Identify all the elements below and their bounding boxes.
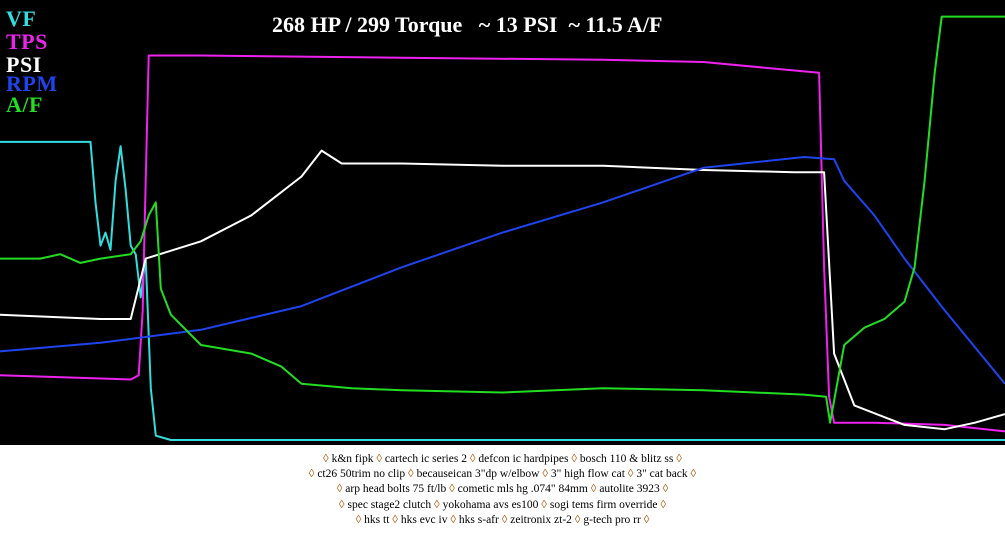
dyno-plot-area: VF TPS PSI RPM A/F 268 HP / 299 Torque ~… xyxy=(0,0,1005,445)
mod-line: ◊ k&n fipk ◊ cartech ic series 2 ◊ defco… xyxy=(0,452,1005,467)
mod-item: ct26 50trim no clip xyxy=(317,468,406,481)
diamond-icon: ◊ xyxy=(333,483,346,496)
diamond-icon: ◊ xyxy=(446,483,458,496)
mod-item: bosch 110 & blitz ss xyxy=(579,453,674,465)
mod-item: k&n fipk xyxy=(331,453,374,465)
diamond-icon: ◊ xyxy=(538,498,550,511)
diamond-icon: ◊ xyxy=(539,468,551,481)
diamond-icon: ◊ xyxy=(447,513,459,526)
mod-line: ◊ hks tt ◊ hks evc iv ◊ hks s-afr ◊ zeit… xyxy=(0,513,1005,528)
mod-item: hks s-afr xyxy=(458,513,499,526)
diamond-icon: ◊ xyxy=(352,513,365,526)
diamond-icon: ◊ xyxy=(336,498,348,511)
mod-item: spec stage2 clutch xyxy=(347,498,432,511)
mod-item: yokohama avs es100 xyxy=(442,498,539,511)
mod-item: hks evc iv xyxy=(400,513,448,526)
diamond-icon: ◊ xyxy=(571,513,584,526)
diamond-icon: ◊ xyxy=(320,453,332,465)
mod-item: zeitronix zt-2 xyxy=(510,513,572,526)
mod-item: cartech ic series 2 xyxy=(384,453,467,465)
mod-line: ◊ arp head bolts 75 ft/lb ◊ cometic mls … xyxy=(0,482,1005,497)
series-line-af xyxy=(0,15,1005,424)
legend-af: A/F xyxy=(6,92,43,117)
diamond-icon: ◊ xyxy=(673,453,685,465)
diamond-icon: ◊ xyxy=(568,453,580,465)
diamond-icon: ◊ xyxy=(687,468,700,481)
diamond-icon: ◊ xyxy=(466,453,479,465)
legend-rpm: RPM xyxy=(6,71,58,96)
mod-item: autolite 3923 xyxy=(599,483,660,496)
legend-tps: TPS xyxy=(6,29,48,54)
mod-item: hks tt xyxy=(364,513,390,526)
diamond-icon: ◊ xyxy=(305,468,318,481)
legend-psi: PSI xyxy=(6,52,42,77)
diamond-icon: ◊ xyxy=(431,498,443,511)
series-line-rpm xyxy=(0,156,1005,385)
diamond-icon: ◊ xyxy=(587,483,600,496)
diamond-icon: ◊ xyxy=(657,498,669,511)
diamond-icon: ◊ xyxy=(498,513,511,526)
diamond-icon: ◊ xyxy=(624,468,637,481)
mod-item: cometic mls hg .074" 84mm xyxy=(457,483,588,496)
diamond-icon: ◊ xyxy=(389,513,401,526)
dyno-chart xyxy=(0,15,1005,441)
mods-list: ◊ k&n fipk ◊ cartech ic series 2 ◊ defco… xyxy=(0,452,1005,528)
mod-item: becauseican 3"dp w/elbow xyxy=(416,468,540,481)
series-line-tps xyxy=(0,54,1005,433)
diamond-icon: ◊ xyxy=(640,513,653,526)
mod-item: 3" high flow cat xyxy=(550,468,625,481)
mod-item: sogi tems firm override xyxy=(549,498,658,511)
mod-item: defcon ic hardpipes xyxy=(478,453,569,465)
diamond-icon: ◊ xyxy=(405,468,417,481)
mod-item: 3" cat back xyxy=(636,468,688,481)
mod-line: ◊ spec stage2 clutch ◊ yokohama avs es10… xyxy=(0,498,1005,513)
mod-item: arp head bolts 75 ft/lb xyxy=(345,483,447,496)
series-line-psi xyxy=(0,149,1005,431)
mod-item: g-tech pro rr xyxy=(583,513,641,526)
diamond-icon: ◊ xyxy=(659,483,672,496)
mod-line: ◊ ct26 50trim no clip ◊ becauseican 3"dp… xyxy=(0,467,1005,482)
legend-vf: VF xyxy=(6,6,37,31)
chart-title: 268 HP / 299 Torque ~ 13 PSI ~ 11.5 A/F xyxy=(272,12,663,37)
series-line-vf xyxy=(0,140,1005,441)
series-layer xyxy=(0,15,1005,441)
diamond-icon: ◊ xyxy=(373,453,385,465)
